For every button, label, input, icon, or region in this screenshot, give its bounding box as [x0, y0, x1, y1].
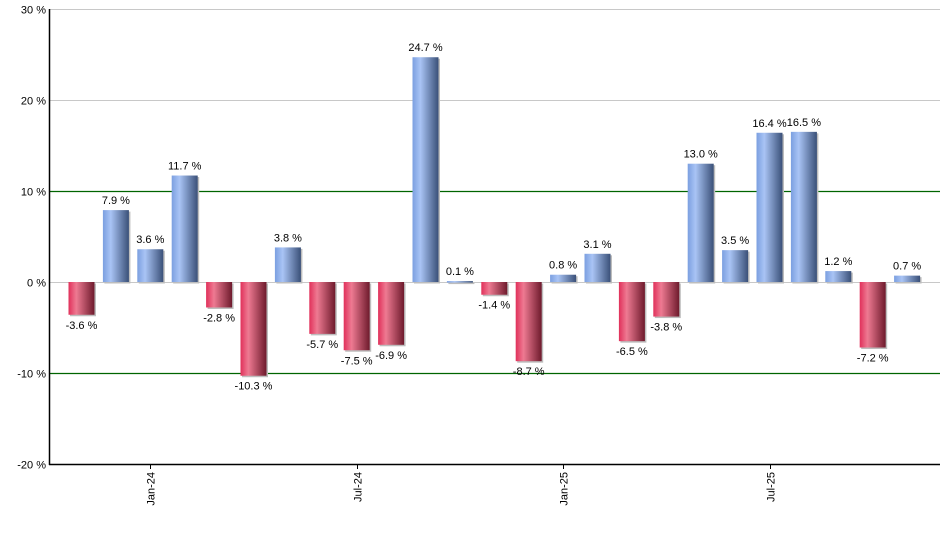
- value-label: 16.5 %: [787, 117, 821, 129]
- value-label: 3.6 %: [136, 234, 164, 246]
- bar-positive: [274, 247, 301, 282]
- y-tick-label: -20 %: [17, 460, 46, 472]
- x-tick-label: Jan-25: [559, 472, 571, 506]
- x-tick-label: Jul-25: [766, 472, 778, 502]
- value-label: 7.9 %: [102, 195, 130, 207]
- bar-negative: [68, 282, 95, 315]
- value-label: 16.4 %: [752, 118, 786, 130]
- bar-positive: [687, 163, 714, 282]
- value-label: -3.8 %: [650, 322, 682, 334]
- bar-negative: [653, 282, 680, 317]
- bar-positive: [102, 210, 129, 282]
- value-label: 3.1 %: [583, 239, 611, 251]
- bar-positive: [550, 274, 577, 282]
- value-label: -8.7 %: [513, 366, 545, 378]
- value-label: 1.2 %: [824, 256, 852, 268]
- bar-positive: [825, 271, 852, 282]
- bar-positive: [137, 249, 164, 282]
- value-label: 0.1 %: [446, 266, 474, 278]
- bar-positive: [722, 250, 749, 282]
- y-tick-label: 30 %: [21, 5, 46, 17]
- value-label: 24.7 %: [408, 42, 442, 54]
- y-tick-label: 20 %: [21, 96, 46, 108]
- axes: 30 % 20 % 10 % 0 % -10 % -20 % Jan-24 Jul-24 Jan…: [17, 5, 940, 506]
- value-label: 11.7 %: [168, 161, 202, 173]
- value-label: 0.8 %: [549, 260, 577, 272]
- value-label: -2.8 %: [203, 312, 235, 324]
- bar-negative: [481, 282, 508, 295]
- value-label: -6.9 %: [375, 350, 407, 362]
- bar-negative: [343, 282, 370, 351]
- value-label: 13.0 %: [684, 149, 718, 161]
- value-label: -7.5 %: [341, 355, 373, 367]
- value-label: -7.2 %: [857, 353, 889, 365]
- bar-positive: [412, 57, 439, 283]
- value-label: -3.6 %: [66, 320, 98, 332]
- value-labels: -3.6 % 7.9 % 3.6 % 11.7 % -2.8 % -10.3 % 3.8 %…: [66, 42, 922, 393]
- y-tick-label: -10 %: [17, 369, 46, 381]
- value-label: -6.5 %: [616, 346, 648, 358]
- value-label: 0.7 %: [893, 261, 921, 273]
- x-tick-label: Jan-24: [146, 472, 158, 506]
- value-label: -10.3 %: [235, 381, 273, 393]
- bar-positive: [756, 132, 783, 282]
- bar-negative: [618, 282, 645, 342]
- bar-negative: [859, 282, 886, 348]
- bar-negative: [515, 282, 542, 362]
- value-label: -5.7 %: [306, 339, 338, 351]
- value-label: 3.5 %: [721, 235, 749, 247]
- bar-negative: [309, 282, 336, 334]
- bar-positive: [446, 281, 473, 283]
- bar-negative: [206, 282, 233, 308]
- y-tick-label: 10 %: [21, 187, 46, 199]
- bar-positive: [790, 131, 817, 282]
- bar-positive: [894, 275, 921, 282]
- bars: [68, 57, 922, 378]
- bar-shadow: [448, 282, 475, 285]
- bar-positive: [584, 253, 611, 282]
- x-tick-label: Jul-24: [353, 472, 365, 502]
- value-label: 3.8 %: [274, 232, 302, 244]
- y-tick-label: 0 %: [27, 278, 46, 290]
- bar-negative: [378, 282, 405, 345]
- bar-negative: [240, 282, 267, 376]
- value-label: -1.4 %: [478, 300, 510, 312]
- bar-positive: [171, 175, 198, 282]
